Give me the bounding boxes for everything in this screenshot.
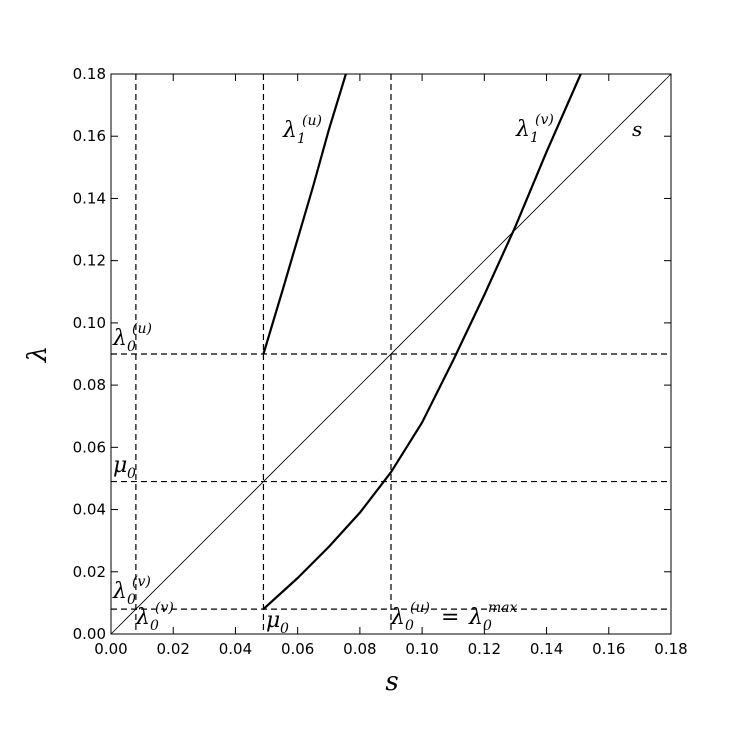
annotation-lambda0-v-bottom-sub: 0 [150, 618, 159, 634]
annotation-lambda1-v-base: λ [515, 117, 530, 142]
y-tick-label: 0.14 [73, 189, 106, 207]
annotation-lambda1-v: λ 1 (v) [515, 112, 554, 146]
y-tick-label: 0.16 [73, 127, 106, 145]
annotation-lambda0-v-bottom: λ 0 (v) [135, 600, 174, 634]
annotation-mu0-left-base: μ [113, 453, 127, 478]
annotation-lambda0-u-left-base: λ [112, 326, 127, 351]
annotation-s: s [632, 117, 642, 141]
y-axis-label: λ [23, 346, 53, 363]
annotation-mu0-bottom-sub: 0 [280, 621, 289, 637]
annotation-lambda0-v-left-sub: 0 [127, 592, 136, 608]
x-tick-label: 0.04 [219, 640, 252, 658]
x-axis-label: s [385, 667, 398, 697]
x-tick-label: 0.14 [530, 640, 563, 658]
annotation-lambda0-max-sub: 0 [483, 618, 492, 634]
x-tick-label: 0.08 [343, 640, 376, 658]
annotation-lambda0-v-left-sup: (v) [132, 574, 151, 590]
annotation-lambda0-max-base: λ [468, 605, 483, 630]
annotation-mu0-bottom: μ 0 [266, 608, 289, 637]
annotation-lambda0-v-bottom-base: λ [135, 605, 150, 630]
annotation-mu0-bottom-base: μ [266, 608, 280, 633]
annotation-lambda1-v-sub: 1 [530, 130, 539, 146]
x-tick-label: 0.18 [654, 640, 687, 658]
series-line-s [110, 73, 672, 635]
y-tick-label: 0.02 [73, 563, 106, 581]
x-axis-ticks: 0.00 0.02 0.04 0.06 0.08 0.10 0.12 0.14 0.16 0.18 [94, 74, 688, 658]
annotation-equals-sign: = [441, 605, 459, 630]
y-tick-label: 0.18 [73, 65, 106, 83]
annotation-lambda0-v-bottom-sup: (v) [155, 600, 174, 616]
y-tick-label: 0.00 [73, 625, 106, 643]
annotation-lambda1-u-sub: 1 [297, 131, 306, 147]
annotation-lambda1-v-sup: (v) [535, 112, 554, 128]
series-line-λ1(u) [262, 73, 347, 355]
annotation-lambda1-u-sup: (u) [302, 113, 322, 129]
annotation-lambda0-u-eq-max: λ 0 (u) = λ 0 max [390, 600, 518, 634]
x-tick-label: 0.10 [405, 640, 438, 658]
annotation-lambda0-v-left: λ 0 (v) [112, 574, 151, 608]
annotation-lambda0-u-left-sup: (u) [132, 321, 152, 337]
annotation-lambda0-u-bottom-sup: (u) [410, 600, 430, 616]
annotation-lambda0-v-left-base: λ [112, 579, 127, 604]
data-series [110, 73, 672, 635]
y-tick-label: 0.06 [73, 438, 106, 456]
plot-frame [110, 73, 672, 635]
y-tick-label: 0.10 [73, 314, 106, 332]
series-line-λ1(v) [262, 73, 582, 610]
x-tick-label: 0.02 [157, 640, 190, 658]
annotation-mu0-left-sub: 0 [127, 466, 136, 482]
annotation-lambda0-u-left-sub: 0 [127, 339, 136, 355]
annotation-lambda0-u-bottom-sub: 0 [405, 618, 414, 634]
annotation-lambda0-max-sup: max [488, 600, 518, 616]
x-tick-label: 0.16 [592, 640, 625, 658]
annotation-lambda1-u-base: λ [282, 118, 297, 143]
y-axis-ticks: 0.00 0.02 0.04 0.06 0.08 0.10 0.12 0.14 0.16 0.18 [73, 65, 671, 643]
annotation-lambda0-u-left: λ 0 (u) [112, 321, 152, 355]
x-tick-label: 0.00 [94, 640, 127, 658]
x-tick-label: 0.06 [281, 640, 314, 658]
x-tick-label: 0.12 [468, 640, 501, 658]
y-tick-label: 0.04 [73, 501, 106, 519]
y-tick-label: 0.12 [73, 252, 106, 270]
annotation-lambda0-u-bottom-base: λ [390, 605, 405, 630]
annotation-lambda1-u: λ 1 (u) [282, 113, 322, 147]
y-tick-label: 0.08 [73, 376, 106, 394]
annotation-mu0-left: μ 0 [113, 453, 136, 482]
